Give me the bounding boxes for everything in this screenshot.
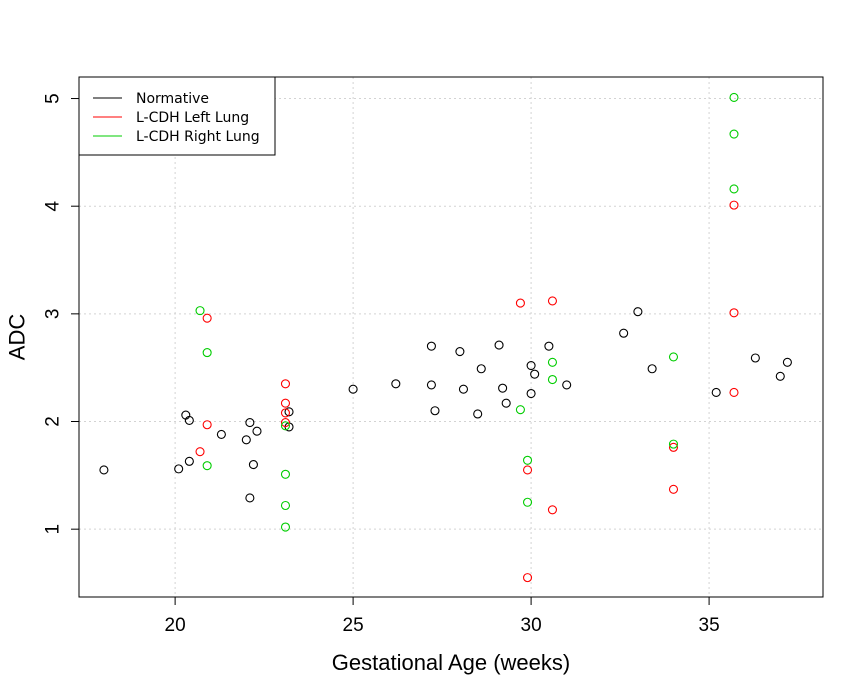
legend-label: Normative <box>136 91 209 107</box>
data-point <box>184 456 194 466</box>
series-l-cdh-left-lung <box>195 200 739 583</box>
data-point <box>522 573 533 583</box>
legend-box <box>78 76 276 156</box>
data-point <box>241 435 251 445</box>
data-point <box>729 387 739 397</box>
series-normative <box>99 307 792 503</box>
data-point <box>202 313 212 323</box>
data-point <box>280 469 291 479</box>
data-point <box>174 464 184 474</box>
series-l-cdh-right-lung <box>195 92 739 532</box>
data-point <box>562 380 572 390</box>
y-tick-label: 4 <box>43 200 64 211</box>
data-point <box>547 374 558 385</box>
data-point <box>729 184 739 194</box>
y-tick-label: 5 <box>43 93 64 104</box>
data-point <box>647 364 657 374</box>
grid <box>79 77 823 597</box>
data-point <box>729 92 739 103</box>
data-point <box>473 409 483 419</box>
y-tick-label: 2 <box>43 416 64 427</box>
y-tick-label: 3 <box>43 309 64 320</box>
data-point <box>633 307 643 317</box>
data-point <box>668 442 679 452</box>
data-point <box>248 460 258 470</box>
plot-frame <box>78 76 824 598</box>
data-point <box>280 379 291 389</box>
data-point <box>458 384 469 394</box>
data-point <box>530 369 540 379</box>
data-point <box>391 379 401 389</box>
legend-label: L-CDH Right Lung <box>136 129 260 145</box>
data-point <box>455 346 465 357</box>
data-point <box>526 388 536 399</box>
data-point <box>544 341 554 351</box>
data-point <box>494 340 504 350</box>
x-tick-label: 20 <box>165 615 186 636</box>
data-point <box>498 383 508 393</box>
data-point <box>522 465 533 475</box>
legend-label: L-CDH Left Lung <box>136 110 249 126</box>
y-tick-label: 1 <box>43 524 64 535</box>
data-point <box>280 408 291 418</box>
data-point <box>184 415 194 425</box>
data-point <box>782 357 792 367</box>
data-point <box>522 497 533 507</box>
data-point <box>729 308 739 318</box>
data-point <box>245 418 255 428</box>
x-tick-label: 30 <box>521 615 542 636</box>
x-axis-title: Gestational Age (weeks) <box>332 650 570 675</box>
data-point <box>280 421 291 431</box>
x-tick-label: 35 <box>699 615 720 636</box>
data-point <box>668 439 679 449</box>
data-point <box>195 306 205 316</box>
data-point <box>775 371 785 381</box>
data-point <box>426 380 436 390</box>
data-point <box>501 398 511 408</box>
data-points <box>99 92 792 583</box>
data-point <box>202 348 212 358</box>
data-point <box>280 398 291 408</box>
data-point <box>284 407 294 417</box>
data-point <box>547 357 558 367</box>
data-point <box>195 447 205 457</box>
data-point <box>547 505 558 515</box>
data-point <box>99 465 109 475</box>
data-point <box>280 500 291 511</box>
data-point <box>252 426 262 436</box>
x-tick-label: 25 <box>343 615 364 636</box>
data-point <box>348 384 358 394</box>
data-point <box>547 296 558 306</box>
data-point <box>522 455 533 465</box>
data-point <box>729 129 739 139</box>
data-point <box>430 406 440 416</box>
data-point <box>515 405 525 415</box>
data-point <box>515 298 525 308</box>
data-point <box>476 364 486 374</box>
data-point <box>202 420 212 430</box>
y-axis: 1 2 3 4 5 <box>43 93 79 534</box>
data-point <box>668 352 679 362</box>
data-point <box>668 484 679 494</box>
data-point <box>711 387 721 397</box>
y-axis-title: ADC <box>5 314 30 361</box>
data-point <box>280 418 291 428</box>
data-point <box>280 522 291 532</box>
data-point <box>245 493 255 503</box>
data-point <box>750 353 760 363</box>
data-point <box>729 200 739 210</box>
legend: Normative L-CDH Left Lung L-CDH Right Lung <box>78 76 276 156</box>
data-point <box>202 461 212 471</box>
data-point <box>426 341 436 351</box>
data-point <box>526 360 536 371</box>
data-point <box>619 328 629 338</box>
data-point <box>216 429 226 439</box>
x-axis: 20 25 30 35 <box>165 597 720 636</box>
